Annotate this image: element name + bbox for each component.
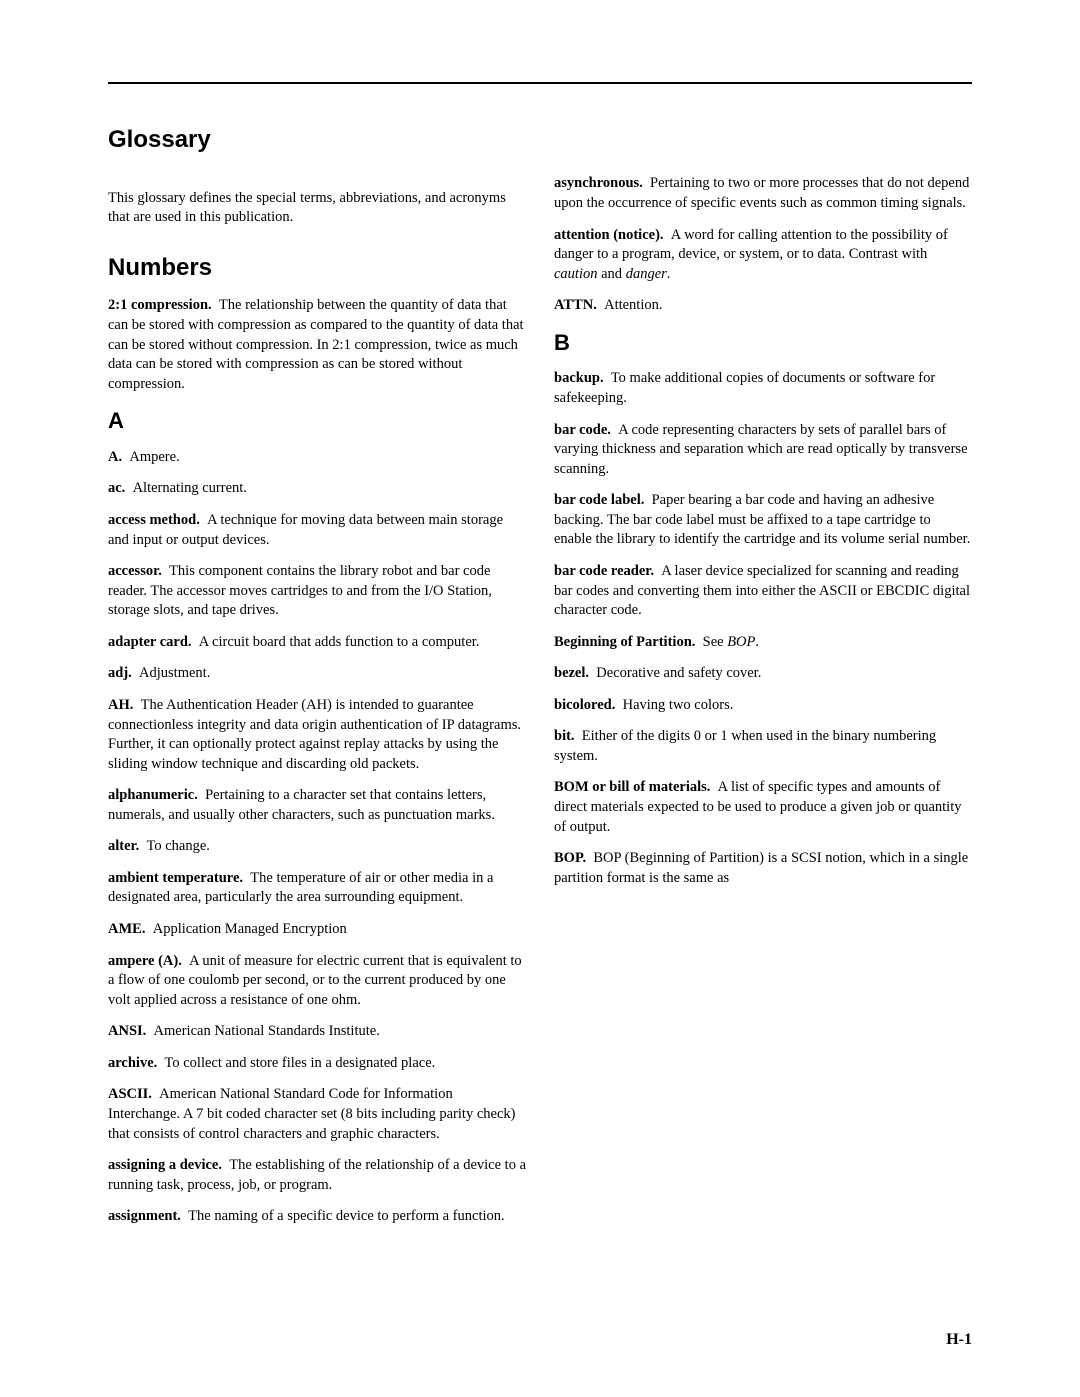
- glossary-entry: ampere (A). A unit of measure for electr…: [108, 952, 526, 1011]
- glossary-term: AH.: [108, 697, 133, 713]
- glossary-term: bicolored.: [554, 697, 615, 713]
- glossary-term: Beginning of Partition.: [554, 634, 695, 650]
- glossary-def: To change.: [147, 838, 210, 854]
- glossary-term: 2:1 compression.: [108, 297, 212, 313]
- page-number: H-1: [946, 1329, 972, 1351]
- glossary-entry: ASCII. American National Standard Code f…: [108, 1085, 526, 1144]
- glossary-term: ampere (A).: [108, 953, 182, 969]
- intro-paragraph: This glossary defines the special terms,…: [108, 189, 526, 228]
- glossary-entry: AME. Application Managed Encryption: [108, 920, 526, 940]
- glossary-italic: danger: [626, 266, 667, 282]
- glossary-term: asynchronous.: [554, 175, 643, 191]
- glossary-def: The Authentication Header (AH) is intend…: [108, 697, 521, 772]
- glossary-entry: assignment. The naming of a specific dev…: [108, 1207, 526, 1227]
- glossary-term: BOM or bill of materials.: [554, 779, 710, 795]
- glossary-def: The naming of a specific device to perfo…: [188, 1208, 504, 1224]
- section-heading-b: B: [554, 328, 972, 358]
- glossary-entry: 2:1 compression. The relationship betwee…: [108, 296, 526, 394]
- glossary-entry: AH. The Authentication Header (AH) is in…: [108, 696, 526, 774]
- glossary-def: .: [667, 266, 671, 282]
- glossary-def: Ampere.: [129, 449, 179, 465]
- glossary-entry: bar code reader. A laser device speciali…: [554, 562, 972, 621]
- glossary-entry: assigning a device. The establishing of …: [108, 1156, 526, 1195]
- glossary-def: Having two colors.: [623, 697, 734, 713]
- glossary-entry: bit. Either of the digits 0 or 1 when us…: [554, 727, 972, 766]
- glossary-def: To collect and store files in a designat…: [165, 1055, 436, 1071]
- glossary-term: ac.: [108, 480, 125, 496]
- glossary-entry: backup. To make additional copies of doc…: [554, 369, 972, 408]
- glossary-entry: accessor. This component contains the li…: [108, 562, 526, 621]
- glossary-entry: archive. To collect and store files in a…: [108, 1054, 526, 1074]
- glossary-entry: ac. Alternating current.: [108, 479, 526, 499]
- glossary-entry: ATTN. Attention.: [554, 296, 972, 316]
- glossary-entry: attention (notice). A word for calling a…: [554, 226, 972, 285]
- glossary-term: alphanumeric.: [108, 787, 198, 803]
- glossary-term: assignment.: [108, 1208, 181, 1224]
- glossary-entry: ANSI. American National Standards Instit…: [108, 1022, 526, 1042]
- glossary-def: Either of the digits 0 or 1 when used in…: [554, 728, 936, 764]
- glossary-entry: bezel. Decorative and safety cover.: [554, 664, 972, 684]
- glossary-term: ANSI.: [108, 1023, 146, 1039]
- glossary-def: Attention.: [604, 297, 662, 313]
- glossary-term: BOP.: [554, 850, 586, 866]
- glossary-def: BOP (Beginning of Partition) is a SCSI n…: [554, 850, 968, 886]
- glossary-term: adj.: [108, 665, 132, 681]
- top-rule: [108, 82, 972, 84]
- page-title: Glossary: [108, 124, 972, 156]
- glossary-entry: A. Ampere.: [108, 448, 526, 468]
- glossary-term: bar code.: [554, 422, 611, 438]
- glossary-term: access method.: [108, 512, 200, 528]
- glossary-def: A circuit board that adds function to a …: [199, 634, 480, 650]
- glossary-term: archive.: [108, 1055, 157, 1071]
- glossary-term: bar code reader.: [554, 563, 654, 579]
- glossary-italic: BOP: [727, 634, 755, 650]
- glossary-term: adapter card.: [108, 634, 192, 650]
- glossary-term: alter.: [108, 838, 139, 854]
- glossary-entry: alter. To change.: [108, 837, 526, 857]
- glossary-entry: BOP. BOP (Beginning of Partition) is a S…: [554, 849, 972, 888]
- glossary-term: A.: [108, 449, 122, 465]
- glossary-entry: adj. Adjustment.: [108, 664, 526, 684]
- glossary-entry: alphanumeric. Pertaining to a character …: [108, 786, 526, 825]
- glossary-def: Application Managed Encryption: [153, 921, 347, 937]
- glossary-term: ambient temperature.: [108, 870, 243, 886]
- glossary-def: American National Standard Code for Info…: [108, 1086, 515, 1141]
- glossary-def: This component contains the library robo…: [108, 563, 492, 618]
- content-columns: This glossary defines the special terms,…: [108, 174, 972, 1262]
- glossary-entry: adapter card. A circuit board that adds …: [108, 633, 526, 653]
- glossary-def: See: [703, 634, 728, 650]
- section-heading-a: A: [108, 406, 526, 436]
- glossary-def: To make additional copies of documents o…: [554, 370, 935, 406]
- glossary-def: .: [755, 634, 759, 650]
- glossary-entry: bar code. A code representing characters…: [554, 421, 972, 480]
- glossary-def: Adjustment.: [139, 665, 210, 681]
- glossary-entry: access method. A technique for moving da…: [108, 511, 526, 550]
- glossary-entry: Beginning of Partition. See BOP.: [554, 633, 972, 653]
- page: Glossary This glossary defines the speci…: [0, 0, 1080, 1397]
- glossary-def: Alternating current.: [133, 480, 247, 496]
- glossary-term: ASCII.: [108, 1086, 152, 1102]
- glossary-term: AME.: [108, 921, 145, 937]
- glossary-def: and: [598, 266, 626, 282]
- glossary-term: assigning a device.: [108, 1157, 222, 1173]
- glossary-term: bezel.: [554, 665, 589, 681]
- glossary-term: ATTN.: [554, 297, 597, 313]
- glossary-def: American National Standards Institute.: [154, 1023, 380, 1039]
- glossary-term: bar code label.: [554, 492, 644, 508]
- glossary-entry: asynchronous. Pertaining to two or more …: [554, 174, 972, 213]
- glossary-entry: ambient temperature. The temperature of …: [108, 869, 526, 908]
- section-heading-numbers: Numbers: [108, 252, 526, 284]
- glossary-entry: BOM or bill of materials. A list of spec…: [554, 778, 972, 837]
- glossary-entry: bar code label. Paper bearing a bar code…: [554, 491, 972, 550]
- glossary-term: bit.: [554, 728, 575, 744]
- glossary-term: attention (notice).: [554, 227, 664, 243]
- glossary-entry: bicolored. Having two colors.: [554, 696, 972, 716]
- glossary-italic: caution: [554, 266, 598, 282]
- glossary-term: accessor.: [108, 563, 162, 579]
- glossary-def: Decorative and safety cover.: [596, 665, 761, 681]
- glossary-def: A code representing characters by sets o…: [554, 422, 968, 477]
- glossary-term: backup.: [554, 370, 604, 386]
